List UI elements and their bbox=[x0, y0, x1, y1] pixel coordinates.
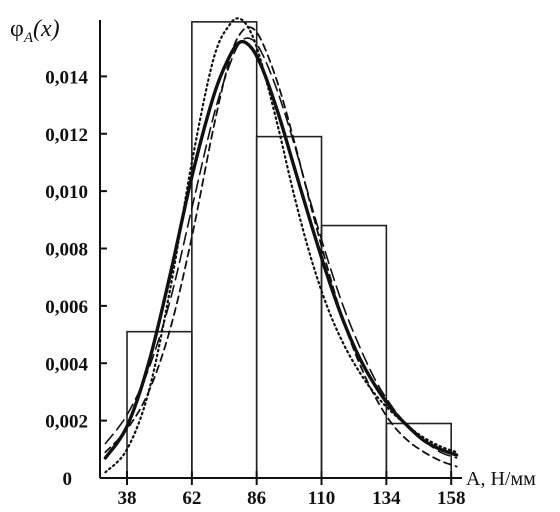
curve-solid bbox=[103, 39, 459, 460]
curve-dashed bbox=[104, 26, 458, 468]
x-tick-label: 38 bbox=[118, 488, 137, 509]
x-tick-label: 62 bbox=[182, 488, 201, 509]
y-ticks: 0 0,002 0,004 0,006 0,008 0,010 0,012 0,014 bbox=[45, 67, 107, 490]
curve-long-dash bbox=[104, 37, 458, 459]
y-tick-label: 0,014 bbox=[45, 67, 88, 88]
y-tick-label: 0,002 bbox=[45, 412, 88, 433]
y-tick-label: 0 bbox=[63, 469, 73, 490]
x-tick-label: 134 bbox=[372, 488, 401, 509]
x-tick-label: 110 bbox=[308, 488, 335, 509]
axes bbox=[99, 20, 462, 479]
curves bbox=[103, 17, 459, 474]
x-tick-label: 158 bbox=[437, 488, 466, 509]
y-axis-label: φA(x) bbox=[10, 16, 60, 46]
histogram-bar bbox=[320, 224, 388, 479]
y-axis-label-main: φ bbox=[10, 16, 24, 42]
x-ticks: 38 62 86 110 134 158 bbox=[118, 471, 466, 509]
y-axis-label-sub: A bbox=[23, 30, 34, 46]
y-tick-label: 0,008 bbox=[45, 240, 88, 261]
histogram-bar bbox=[255, 135, 323, 479]
y-tick-label: 0,012 bbox=[45, 125, 88, 146]
y-tick-label: 0,004 bbox=[45, 354, 88, 375]
y-axis-label-arg: (x) bbox=[33, 16, 60, 42]
y-tick-label: 0,006 bbox=[45, 297, 88, 318]
x-tick-label: 86 bbox=[247, 488, 266, 509]
curve-dotted bbox=[104, 17, 458, 474]
histogram-bar bbox=[191, 21, 258, 479]
x-axis-label: A, Н/мм bbox=[466, 468, 536, 490]
y-tick-label: 0,010 bbox=[45, 182, 88, 203]
